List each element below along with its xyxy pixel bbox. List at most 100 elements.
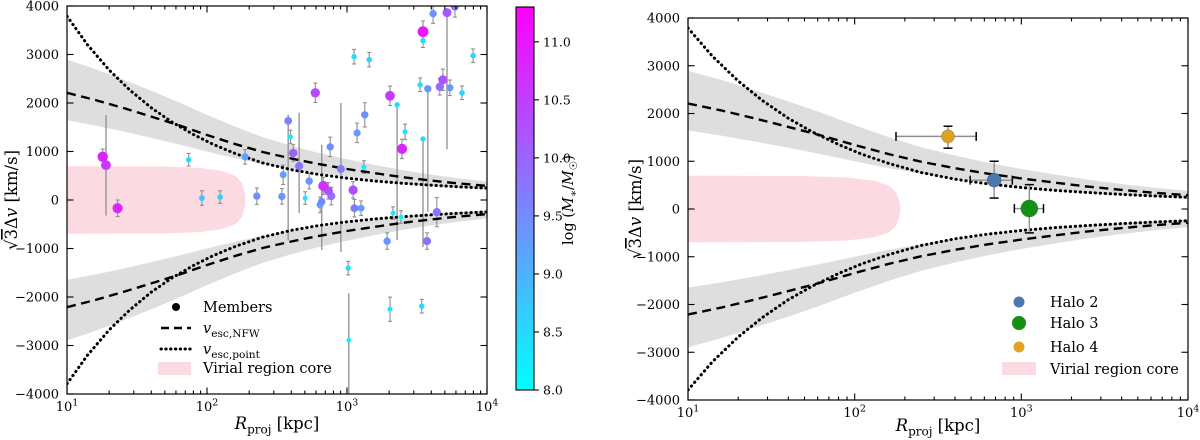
legend-virial-swatch xyxy=(1002,362,1036,375)
member-point xyxy=(348,185,358,195)
member-point xyxy=(394,102,400,108)
member-point xyxy=(351,54,357,60)
x-tick-label: 102 xyxy=(196,398,219,416)
member-point xyxy=(199,195,205,202)
member-point xyxy=(450,6,459,11)
nfw-uncertainty-band xyxy=(688,219,1188,348)
ticks xyxy=(66,5,488,395)
nfw-uncertainty-band xyxy=(67,210,487,341)
member-point xyxy=(302,195,308,201)
halo2-point xyxy=(986,172,1002,188)
colorbar-label: log (M∗/M☉) xyxy=(561,155,580,245)
colorbar: 8.0 8.5 9.0 9.5 10.0 10.5 11.0 log (M∗/M☉) xyxy=(515,6,580,398)
x-tick-label: 104 xyxy=(1177,404,1200,422)
legend-label: Halo 2 xyxy=(1050,295,1099,311)
y-tick-label: 0 xyxy=(672,203,680,218)
colorbar-tick-label: 9.5 xyxy=(543,208,563,223)
member-point xyxy=(429,9,437,18)
member-point xyxy=(357,204,365,212)
member-point xyxy=(446,84,454,92)
halo4-point xyxy=(941,129,955,144)
virial-region-core xyxy=(688,175,901,243)
member-point xyxy=(97,151,108,162)
member-point xyxy=(422,237,432,246)
vesc-point-curve xyxy=(688,26,1188,199)
y-tick-label: 2000 xyxy=(647,107,680,122)
x-tick-label: 104 xyxy=(476,398,499,416)
ticks xyxy=(687,17,1189,401)
member-point xyxy=(398,214,404,220)
legend-members-marker xyxy=(172,303,180,311)
legend-label: Halo 3 xyxy=(1050,316,1099,332)
legend-label: Members xyxy=(203,300,272,316)
member-point xyxy=(101,160,111,171)
y-tick-label: −1000 xyxy=(15,242,59,257)
member-point xyxy=(432,208,441,217)
y-tick-label: −4000 xyxy=(636,394,680,409)
legend-label: Virial region core xyxy=(1049,362,1179,378)
colorbar-tick-label: 8.0 xyxy=(543,383,563,398)
x-tick-label: 101 xyxy=(677,404,700,422)
y-tick-label: −3000 xyxy=(15,339,59,354)
member-point xyxy=(387,306,393,312)
member-point xyxy=(420,38,426,44)
member-point xyxy=(417,26,429,38)
vesc-point-curve xyxy=(67,210,487,386)
legend-label: Virial region core xyxy=(202,361,332,377)
colorbar-tick-label: 9.0 xyxy=(543,266,563,281)
legend-label: vesc,point xyxy=(203,342,261,361)
member-point xyxy=(396,143,408,154)
member-point xyxy=(186,157,192,163)
legend-halo-marker xyxy=(1013,341,1025,353)
member-point xyxy=(326,143,334,151)
member-point xyxy=(390,210,396,216)
member-point xyxy=(241,153,249,161)
vesc-nfw-curve xyxy=(688,102,1188,197)
vesc-nfw-curve xyxy=(67,212,487,309)
legend: Halo 2 Halo 3 Halo 4 Virial region core xyxy=(1002,295,1179,378)
halo3-point xyxy=(1020,199,1039,218)
member-point xyxy=(112,203,123,214)
y-tick-label: 3000 xyxy=(647,59,680,74)
nfw-uncertainty-band xyxy=(67,59,487,190)
y-tick-label: 0 xyxy=(51,194,59,209)
member-point xyxy=(310,88,320,98)
y-tick-label: 3000 xyxy=(26,48,59,63)
member-point xyxy=(361,164,367,170)
member-point xyxy=(318,180,329,191)
x-axis-label: Rproj [kpc] xyxy=(234,414,320,437)
y-tick-label: −2000 xyxy=(636,298,680,313)
y-axis-label: √3Δv [km/s] xyxy=(2,150,21,250)
vesc-point-curve xyxy=(688,219,1188,392)
y-tick-label: 4000 xyxy=(647,12,680,27)
member-point xyxy=(217,194,223,200)
y-tick-label: 4000 xyxy=(26,0,59,15)
y-tick-label: −3000 xyxy=(636,346,680,361)
member-point xyxy=(288,148,298,158)
nfw-uncertainty-band xyxy=(688,70,1188,199)
member-point xyxy=(424,85,432,93)
colorbar-bar xyxy=(515,6,535,391)
y-tick-label: −4000 xyxy=(15,388,59,403)
vesc-nfw-curve xyxy=(67,91,487,188)
plot-area xyxy=(688,26,1188,392)
member-point xyxy=(350,204,359,213)
member-point xyxy=(385,90,395,101)
colorbar-tick-label: 11.0 xyxy=(543,34,571,49)
y-tick-label: 2000 xyxy=(26,97,59,112)
member-point xyxy=(345,265,351,271)
member-point xyxy=(253,192,261,200)
member-point xyxy=(420,136,426,142)
member-point xyxy=(470,52,476,59)
x-axis-label: Rproj [kpc] xyxy=(895,416,981,439)
member-point xyxy=(442,8,452,18)
member-point xyxy=(279,171,287,179)
member-point xyxy=(366,56,373,63)
right-panel: −4000 −3000 −2000 −1000 0 1000 2000 3000 4000 101… xyxy=(626,12,1199,439)
member-point xyxy=(305,177,313,185)
member-point xyxy=(346,337,352,343)
vesc-point-curve xyxy=(67,14,487,190)
